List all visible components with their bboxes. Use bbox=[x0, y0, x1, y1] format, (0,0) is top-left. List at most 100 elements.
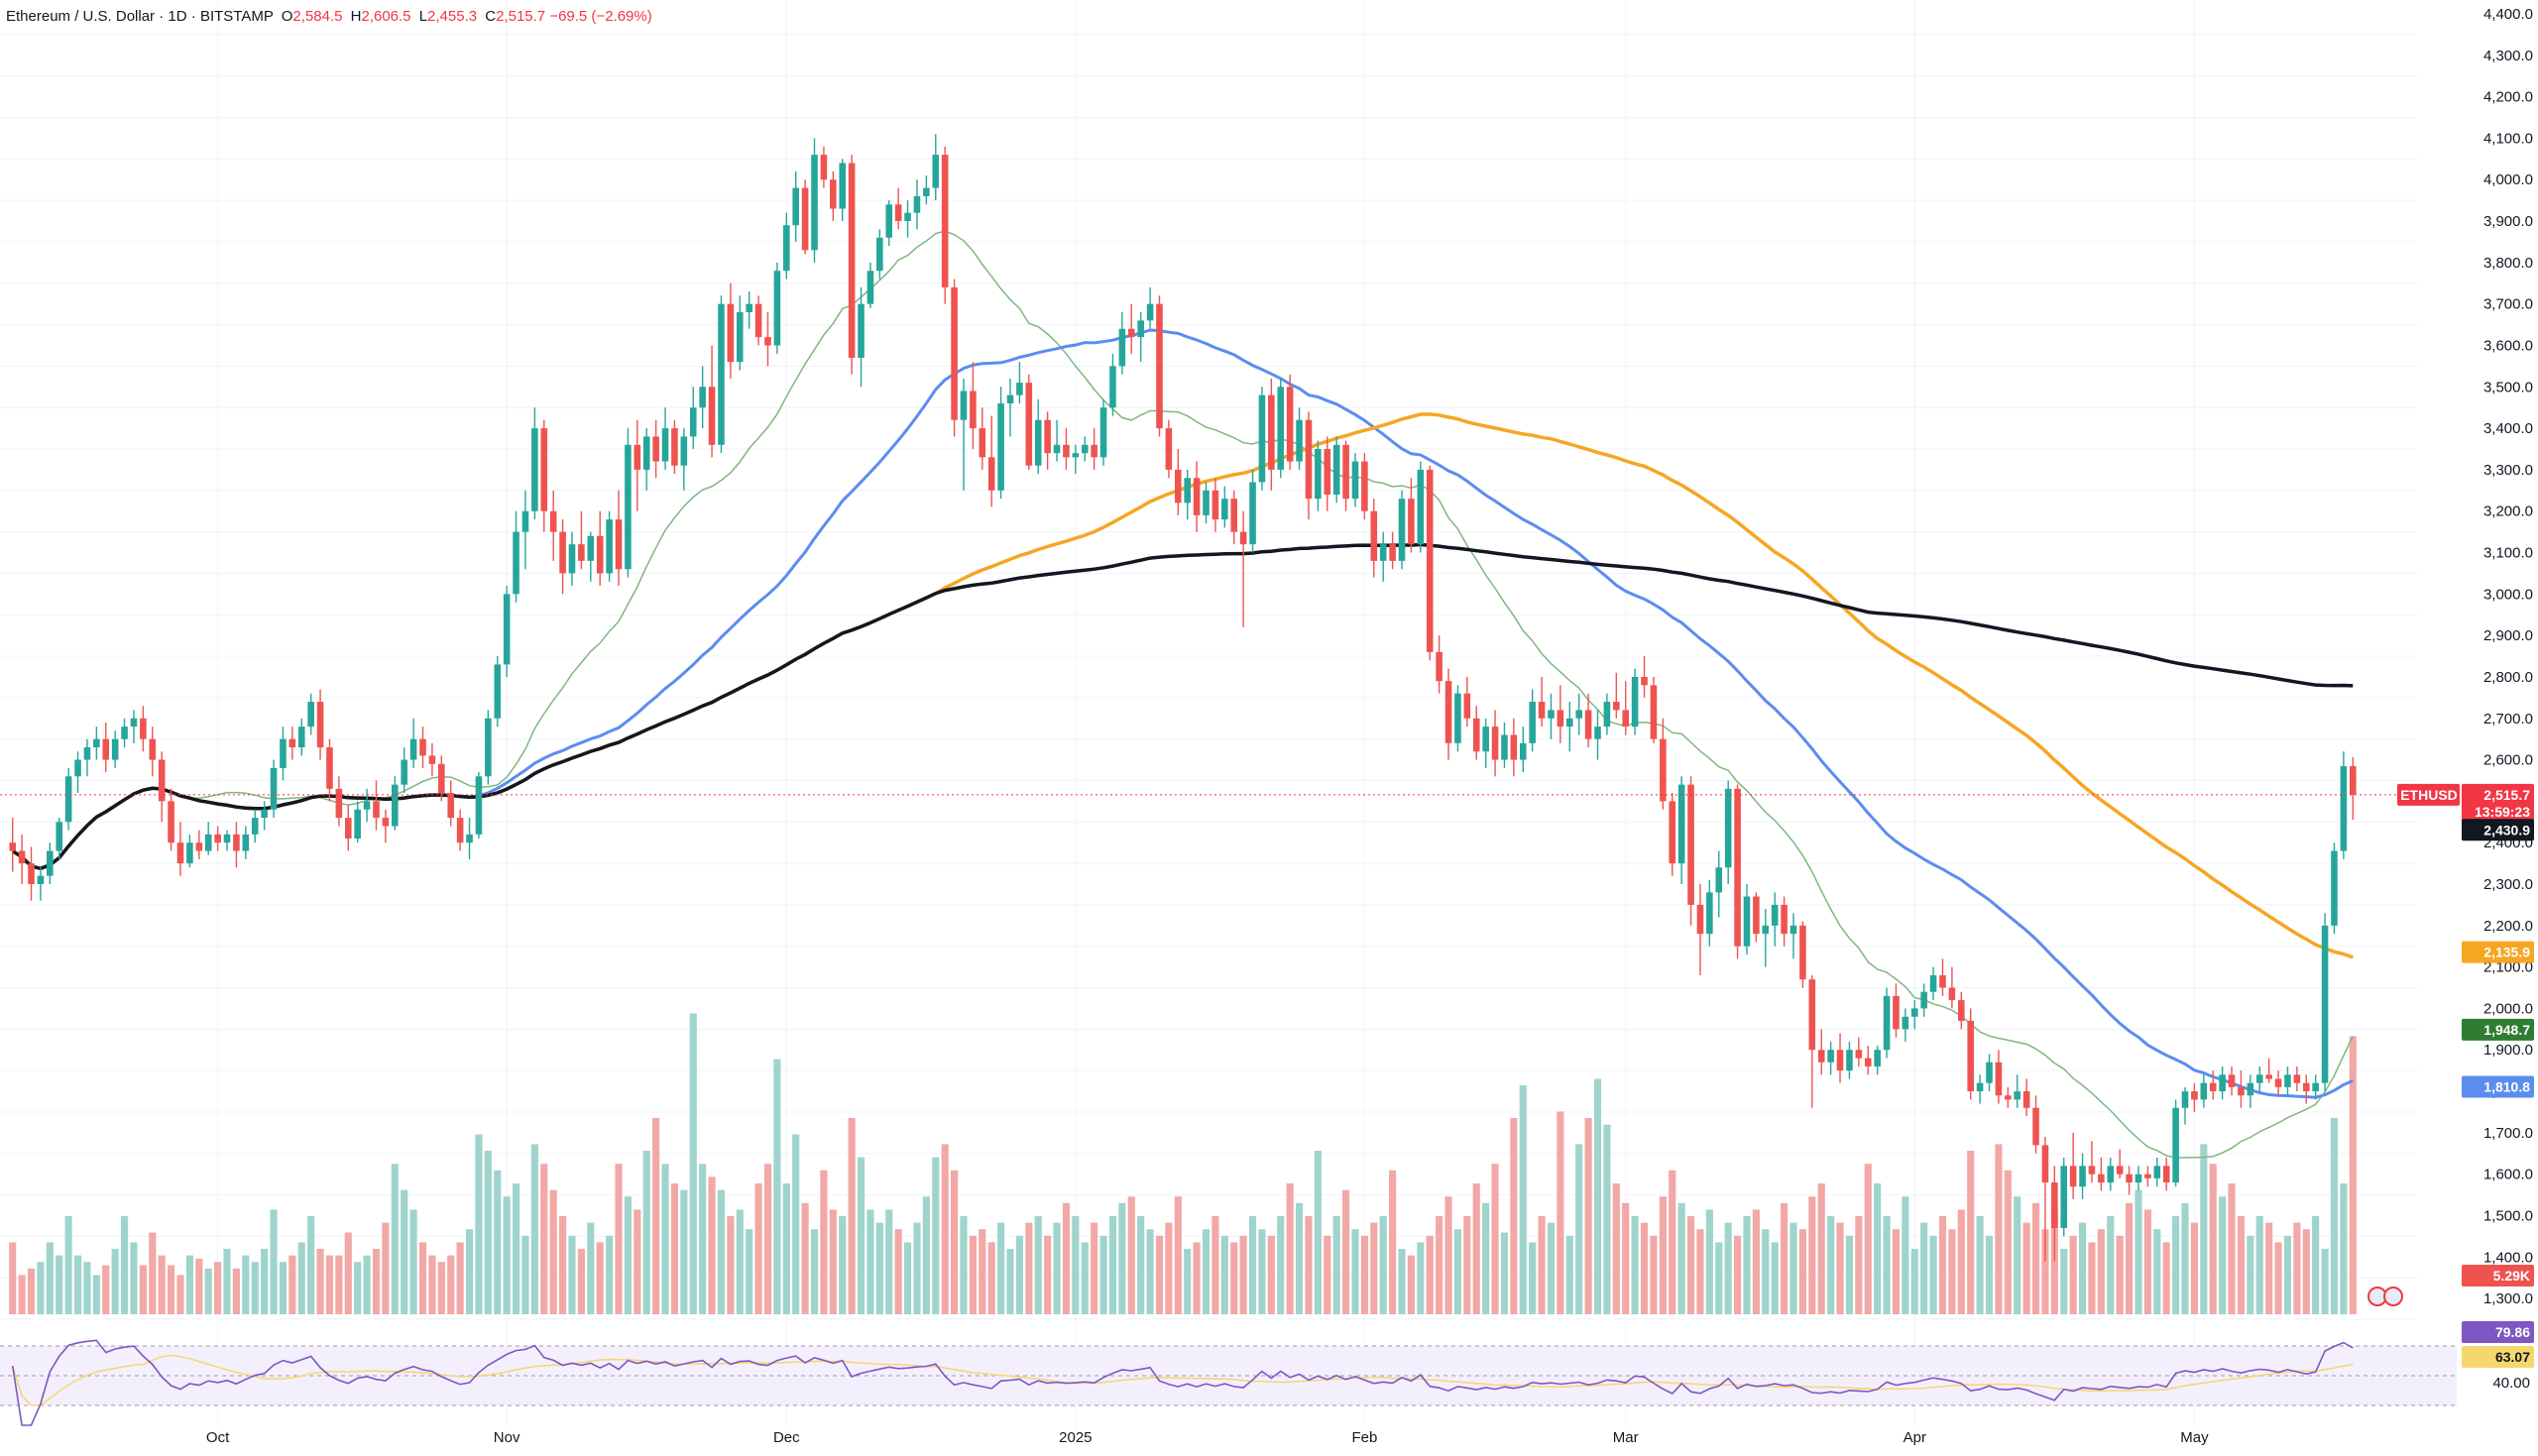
price-tick-label: 3,200.0 bbox=[2483, 504, 2533, 520]
candle-body bbox=[746, 303, 752, 313]
candle bbox=[987, 415, 995, 507]
candle-body bbox=[2005, 1095, 2012, 1100]
candle-body bbox=[923, 187, 930, 196]
candle-body bbox=[270, 767, 278, 810]
candle-body bbox=[1696, 904, 1704, 935]
candle-body bbox=[671, 428, 678, 466]
volume-bar bbox=[344, 1232, 352, 1314]
candle bbox=[764, 312, 771, 367]
candle bbox=[615, 490, 623, 586]
candle-body bbox=[1855, 1050, 1863, 1059]
candle-body bbox=[1817, 1050, 1825, 1063]
candle bbox=[549, 490, 557, 561]
volume-bar bbox=[2349, 1036, 2357, 1314]
candle bbox=[2022, 1078, 2030, 1117]
volume-bar bbox=[866, 1209, 874, 1314]
candle-body bbox=[2014, 1091, 2021, 1100]
candle bbox=[932, 134, 940, 201]
candle-body bbox=[2134, 1174, 2142, 1183]
candle-body bbox=[754, 303, 762, 338]
volume-bar bbox=[987, 1242, 995, 1314]
candle bbox=[2312, 1074, 2319, 1100]
candle bbox=[1025, 374, 1033, 470]
candle-body bbox=[1808, 979, 1816, 1051]
candle bbox=[1081, 436, 1089, 462]
candle bbox=[568, 531, 576, 586]
time-axis[interactable]: Oct Nov Dec 2025 Feb Mar Apr May bbox=[206, 1429, 2209, 1446]
candle bbox=[428, 742, 436, 777]
candle bbox=[1417, 461, 1425, 553]
candle bbox=[1827, 1041, 1834, 1075]
candle bbox=[2331, 842, 2338, 935]
volume-bar bbox=[1277, 1216, 1285, 1314]
candle-body bbox=[708, 387, 716, 445]
candle-body bbox=[2228, 1074, 2236, 1087]
candle bbox=[1091, 428, 1097, 470]
price-tick-label: 4,100.0 bbox=[2483, 130, 2533, 147]
volume-bar bbox=[596, 1242, 604, 1314]
candle bbox=[447, 780, 455, 827]
candle-body bbox=[2293, 1074, 2301, 1083]
candle-body bbox=[979, 428, 986, 458]
symbol-legend[interactable]: Ethereum / U.S. Dollar · 1D · BITSTAMP O… bbox=[6, 8, 652, 25]
candle bbox=[1426, 465, 1434, 661]
candle-body bbox=[1389, 544, 1396, 561]
candle bbox=[1641, 656, 1648, 698]
candle-body bbox=[186, 842, 193, 864]
volume-bar bbox=[1789, 1222, 1797, 1314]
candle bbox=[1548, 693, 1555, 739]
candle-body bbox=[1771, 904, 1779, 926]
us-flag-icon[interactable] bbox=[2383, 1287, 2403, 1306]
candle bbox=[214, 826, 221, 851]
candle-body bbox=[335, 788, 343, 819]
candle-body bbox=[820, 155, 828, 180]
volume-bar bbox=[1659, 1196, 1667, 1314]
close-value: 2,515.7 bbox=[496, 8, 546, 25]
volume-bar bbox=[1677, 1202, 1685, 1314]
candle-body bbox=[74, 759, 81, 777]
candle-body bbox=[168, 801, 174, 843]
volume-bar bbox=[270, 1209, 278, 1314]
candle-body bbox=[401, 759, 407, 785]
volume-bar bbox=[1398, 1249, 1406, 1314]
candle bbox=[2302, 1074, 2310, 1104]
candle-body bbox=[1976, 1082, 1984, 1092]
candle-body bbox=[1836, 1050, 1844, 1071]
candle-body bbox=[485, 718, 492, 777]
candle bbox=[1277, 378, 1285, 479]
volume-bar bbox=[1827, 1216, 1835, 1314]
rsi-line bbox=[11, 1339, 2354, 1426]
candle bbox=[680, 428, 688, 491]
candle bbox=[746, 291, 752, 329]
candle-body bbox=[102, 738, 110, 760]
candle bbox=[1817, 1029, 1825, 1075]
volume-bar bbox=[1771, 1242, 1779, 1314]
volume-bar bbox=[1034, 1216, 1042, 1314]
candle bbox=[1584, 693, 1592, 748]
candle-body bbox=[987, 457, 995, 491]
candle bbox=[1976, 1074, 1984, 1104]
candle bbox=[708, 345, 716, 458]
candle-body bbox=[288, 738, 296, 748]
candle bbox=[419, 727, 426, 768]
volume-bar bbox=[2153, 1229, 2161, 1314]
volume-bar bbox=[1015, 1235, 1023, 1314]
volume-bar bbox=[2321, 1249, 2329, 1314]
candle-body bbox=[1258, 394, 1266, 483]
price-tick-label: 1,600.0 bbox=[2483, 1167, 2533, 1183]
candle bbox=[466, 818, 473, 859]
candle-body bbox=[941, 155, 949, 287]
ma-blue-price-tag-bg bbox=[2462, 1075, 2534, 1098]
candle-body bbox=[848, 163, 856, 359]
rsi-ma-tag-bg bbox=[2462, 1346, 2534, 1368]
candle-body bbox=[885, 204, 893, 238]
candle bbox=[93, 727, 100, 760]
candle-body bbox=[2219, 1074, 2226, 1092]
candle bbox=[2005, 1086, 2012, 1108]
candle bbox=[2153, 1157, 2161, 1187]
candle-body bbox=[2255, 1074, 2263, 1083]
candle bbox=[1099, 398, 1107, 466]
candle bbox=[9, 818, 16, 872]
volume-bar bbox=[717, 1189, 726, 1314]
